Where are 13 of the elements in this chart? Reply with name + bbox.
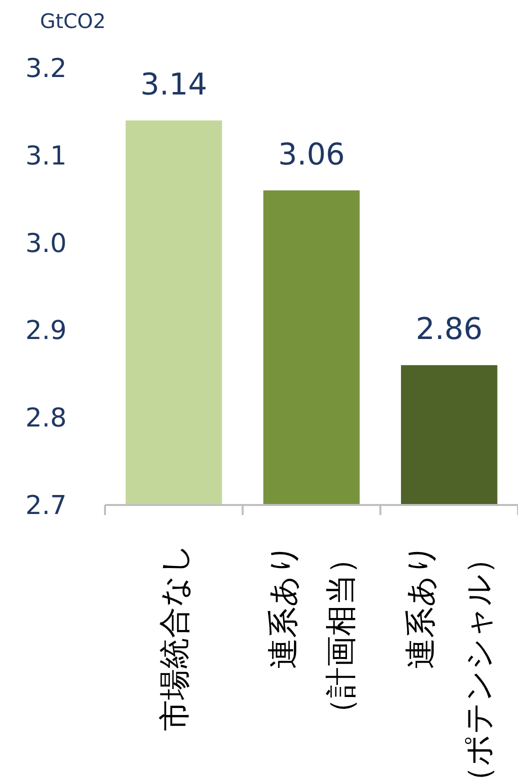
x-tick-label: 市場統合なし (156, 543, 193, 731)
y-axis-title: GtCO2 (40, 9, 106, 33)
x-tick-label: 連系あり（計画相当） (266, 543, 360, 729)
data-label: 2.86 (416, 312, 483, 348)
y-tick-label: 3.0 (25, 228, 67, 259)
data-label: 3.06 (278, 137, 345, 172)
y-tick-label: 3.1 (25, 141, 67, 172)
y-tick-label: 2.8 (25, 404, 67, 434)
y-tick-label: 2.9 (25, 316, 67, 346)
y-tick-label: 3.2 (25, 54, 67, 84)
data-label: 3.14 (140, 67, 208, 102)
y-tick-label: 2.7 (25, 491, 67, 521)
x-tick-label: 連系あり（ポテンシャル） (403, 543, 498, 784)
